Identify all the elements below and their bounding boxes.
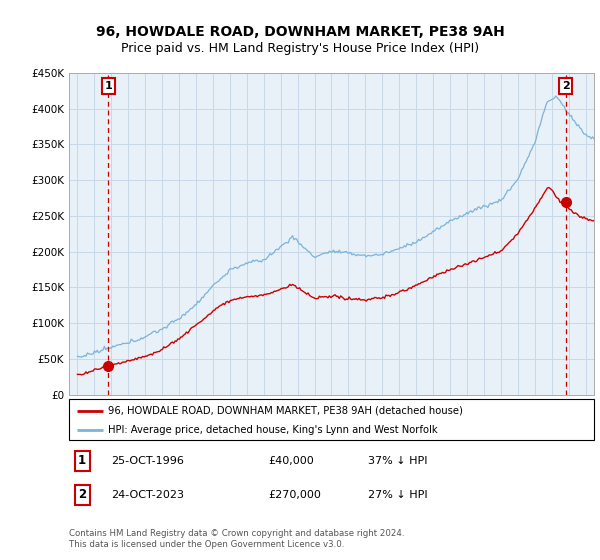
Text: 1: 1: [78, 454, 86, 467]
Text: Price paid vs. HM Land Registry's House Price Index (HPI): Price paid vs. HM Land Registry's House …: [121, 42, 479, 55]
Text: HPI: Average price, detached house, King's Lynn and West Norfolk: HPI: Average price, detached house, King…: [109, 424, 438, 435]
Text: 37% ↓ HPI: 37% ↓ HPI: [368, 455, 428, 465]
Text: 2: 2: [562, 81, 569, 91]
Text: 96, HOWDALE ROAD, DOWNHAM MARKET, PE38 9AH (detached house): 96, HOWDALE ROAD, DOWNHAM MARKET, PE38 9…: [109, 405, 463, 416]
Text: 25-OCT-1996: 25-OCT-1996: [111, 455, 184, 465]
Text: 2: 2: [78, 488, 86, 501]
Text: 96, HOWDALE ROAD, DOWNHAM MARKET, PE38 9AH: 96, HOWDALE ROAD, DOWNHAM MARKET, PE38 9…: [95, 25, 505, 39]
Text: 1: 1: [104, 81, 112, 91]
Text: Contains HM Land Registry data © Crown copyright and database right 2024.
This d: Contains HM Land Registry data © Crown c…: [69, 529, 404, 549]
Text: £270,000: £270,000: [269, 490, 322, 500]
Text: 24-OCT-2023: 24-OCT-2023: [111, 490, 184, 500]
Text: 27% ↓ HPI: 27% ↓ HPI: [368, 490, 428, 500]
Text: £40,000: £40,000: [269, 455, 314, 465]
